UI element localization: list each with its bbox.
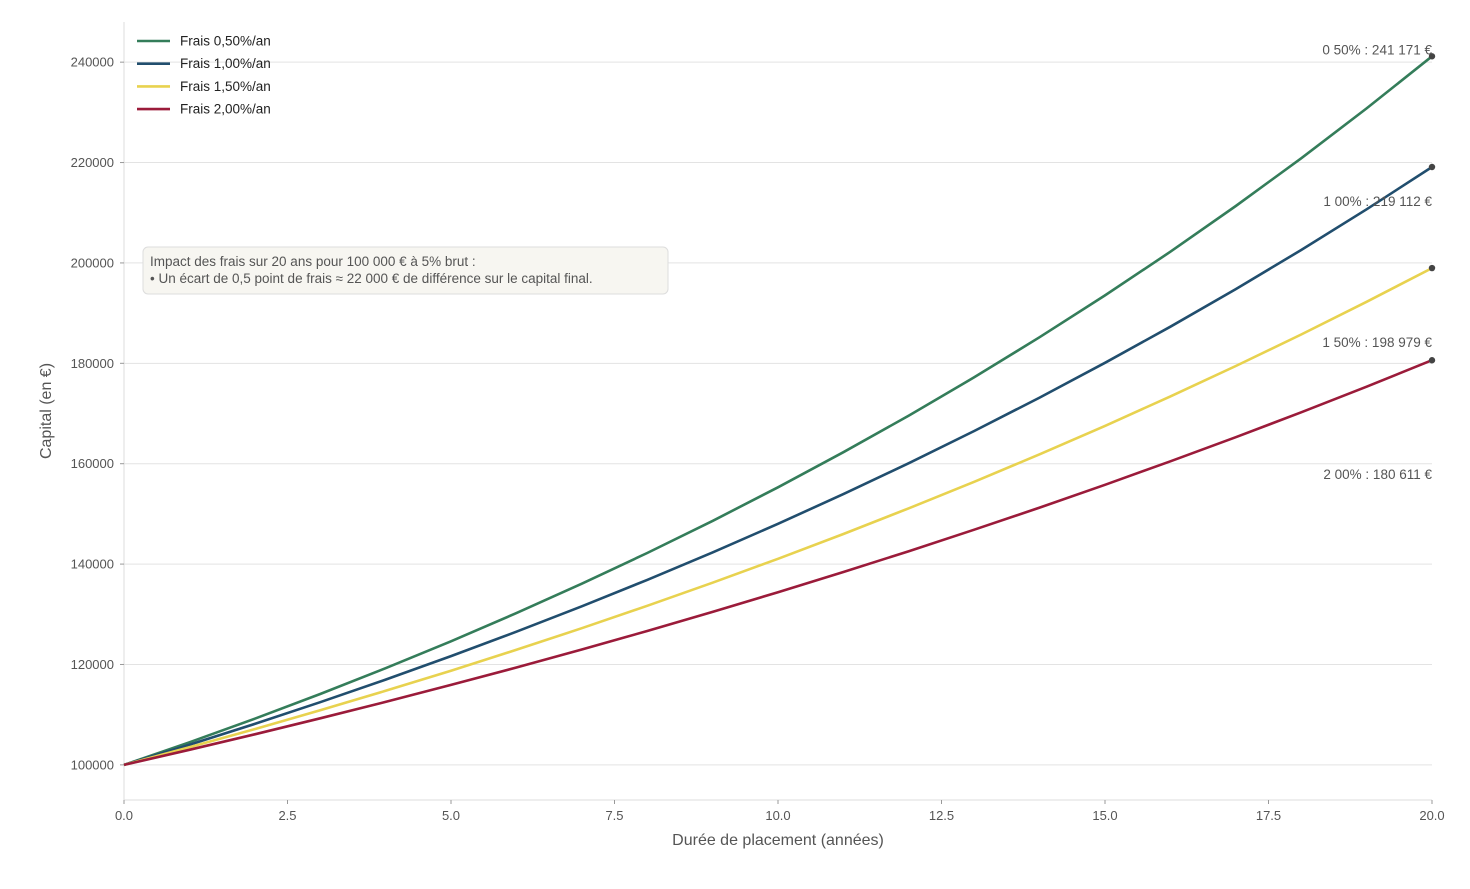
x-tick-label: 5.0 (442, 808, 460, 823)
end-point-2 (1428, 264, 1436, 272)
end-labels: 0 50% : 241 171 € 1 00% : 219 112 € 1 50% … (1322, 42, 1432, 482)
legend-label: Frais 1,00%/an (180, 56, 271, 71)
x-tick-label: 20.0 (1419, 808, 1444, 823)
legend-label: Frais 1,50%/an (180, 79, 271, 94)
end-label-2: 1 50% : 198 979 € (1322, 335, 1432, 350)
annotation-line-1: Impact des frais sur 20 ans pour 100 000… (150, 254, 476, 269)
legend: Frais 0,50%/an Frais 1,00%/an Frais 1,50%/… (137, 34, 271, 117)
series-line-1 (123, 165, 1433, 767)
x-tick-label: 17.5 (1256, 808, 1281, 823)
series-lines (123, 53, 1436, 767)
y-tick-label: 180000 (71, 356, 114, 371)
series-line-0 (123, 55, 1433, 767)
end-point-1 (1428, 163, 1436, 171)
legend-item-2: Frais 1,50%/an (137, 79, 271, 94)
y-tick-label: 160000 (71, 456, 114, 471)
legend-item-1: Frais 1,00%/an (137, 56, 271, 71)
end-label-0: 0 50% : 241 171 € (1322, 42, 1432, 57)
x-tick-label: 15.0 (1092, 808, 1117, 823)
annotation-line-2: • Un écart de 0,5 point de frais ≈ 22 00… (150, 271, 593, 286)
x-tick-label: 0.0 (115, 808, 133, 823)
x-tick-label: 7.5 (605, 808, 623, 823)
end-label-3: 2 00% : 180 611 € (1323, 467, 1432, 482)
y-tick-label: 240000 (71, 55, 114, 70)
y-tick-label: 140000 (71, 557, 114, 572)
x-ticks: 0.0 2.5 5.0 7.5 10.0 12.5 15.0 17.5 20.0 (115, 800, 1445, 823)
end-point-3 (1428, 357, 1436, 364)
y-tick-label: 120000 (71, 657, 114, 672)
x-tick-label: 10.0 (765, 808, 790, 823)
x-axis-label: Durée de placement (années) (672, 832, 884, 849)
x-tick-label: 12.5 (929, 808, 954, 823)
end-label-1: 1 00% : 219 112 € (1323, 194, 1432, 209)
annotation-box: Impact des frais sur 20 ans pour 100 000… (142, 246, 669, 295)
y-ticks: 100000 120000 140000 160000 180000 200000 2200… (71, 55, 124, 772)
series-line-2 (123, 266, 1433, 767)
series-line-3 (123, 358, 1433, 767)
y-axis-label: Capital (en €) (38, 363, 55, 459)
legend-label: Frais 2,00%/an (180, 102, 271, 117)
legend-label: Frais 0,50%/an (180, 34, 271, 49)
grid-lines (124, 61, 1432, 766)
y-tick-label: 220000 (71, 155, 114, 170)
legend-item-0: Frais 0,50%/an (137, 34, 271, 49)
y-tick-label: 100000 (71, 757, 114, 772)
y-tick-label: 200000 (71, 255, 114, 270)
end-point-0 (1428, 53, 1436, 60)
legend-item-3: Frais 2,00%/an (137, 102, 271, 117)
x-tick-label: 2.5 (278, 808, 296, 823)
